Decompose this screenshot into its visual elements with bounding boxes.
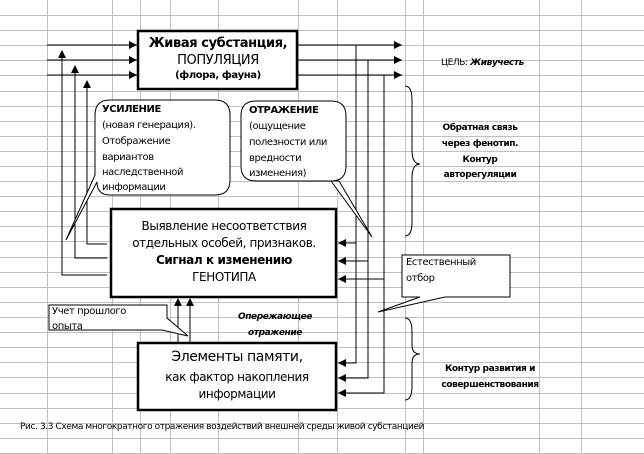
- selection-callout: [377, 254, 511, 313]
- amplification-line: Отображение: [102, 136, 171, 147]
- arrowhead-icon: [394, 41, 402, 49]
- arrowhead-icon: [174, 298, 182, 306]
- grid-row-line: [0, 317, 644, 318]
- grid-row-line: [0, 196, 644, 197]
- amplification-line: информации: [102, 182, 166, 193]
- development-label-line: Контур развития и: [444, 364, 536, 374]
- grid-col-line: [581, 0, 582, 454]
- arrowhead-icon: [338, 239, 346, 247]
- arrowhead-icon: [83, 80, 91, 88]
- arrowhead-icon: [338, 389, 346, 397]
- selection-line: Естественный: [406, 257, 476, 268]
- grid-col-line: [337, 0, 338, 454]
- grid-col-line: [539, 0, 540, 454]
- amplification-line: (новая генерация).: [102, 120, 196, 131]
- amplification-callout: [65, 99, 231, 241]
- grid-row-line: [0, 423, 644, 424]
- reflection-line: полезности или: [249, 137, 327, 148]
- feedback-line: [86, 82, 107, 245]
- arrowhead-icon: [129, 41, 137, 49]
- reflection-line: вредности: [249, 153, 302, 164]
- anticipatory-label-line: отражение: [247, 328, 302, 338]
- top-box: [136, 29, 299, 91]
- arrowhead-icon: [71, 65, 79, 73]
- arrowhead-icon: [338, 359, 346, 367]
- right-vertical-line: [338, 75, 385, 394]
- arrowhead-icon: [129, 56, 137, 64]
- arrowhead-icon: [338, 374, 346, 382]
- reflection-callout: [240, 100, 373, 238]
- grid-row-line: [0, 30, 644, 31]
- arrowhead-icon: [394, 71, 402, 79]
- grid-row-line: [0, 438, 644, 439]
- arrowhead-icon: [394, 56, 402, 64]
- grid-col-line: [423, 0, 424, 454]
- feedback-line: [61, 52, 107, 276]
- development-label-line: совершенствования: [441, 380, 539, 390]
- goal-label: ЦЕЛЬ: Живучесть: [441, 58, 524, 68]
- bottom-box: [136, 341, 338, 412]
- top-box-line3: (флора, фауна): [175, 70, 261, 81]
- experience-line: Учет прошлого: [52, 306, 126, 317]
- middle-box-line1: Выявление несоответствия: [141, 219, 307, 233]
- amplification-line: вариантов: [102, 152, 154, 163]
- feedback-line: [74, 67, 107, 259]
- feedback-label-line: через фенотип.: [441, 139, 519, 149]
- top-box-line2: ПОПУЛЯЦИЯ: [177, 53, 259, 68]
- reflection-line: изменения): [249, 168, 307, 179]
- goal-prefix: ЦЕЛЬ:: [441, 58, 468, 68]
- bottom-box-line3: информации: [198, 387, 276, 401]
- arrowhead-icon: [58, 50, 66, 58]
- anticipatory-label-line: Опережающее: [237, 312, 313, 322]
- feedback-label-line: авторегуляции: [443, 170, 517, 180]
- grid-col-line: [405, 0, 406, 454]
- feedback-label-line: Обратная связь: [442, 123, 518, 133]
- grid-row-line: [0, 332, 644, 333]
- amplification-title: УСИЛЕНИЕ: [102, 104, 161, 115]
- grid-col-line: [47, 0, 48, 454]
- bottom-box-line1: Элементы памяти,: [171, 349, 303, 365]
- grid-row-line: [0, 302, 644, 303]
- feedback-brace: [404, 85, 421, 237]
- right-vertical-line: [338, 45, 357, 364]
- middle-box-line3: Сигнал к изменению: [155, 253, 293, 267]
- grid-row-line: [0, 15, 644, 16]
- figure-caption: Рис. 3.3 Схема многократного отражения в…: [20, 422, 425, 432]
- middle-box-line4: ГЕНОТИПА: [192, 270, 256, 284]
- arrowhead-icon: [338, 275, 346, 283]
- grid-row-line: [0, 91, 644, 92]
- arrowhead-icon: [129, 71, 137, 79]
- development-brace: [404, 317, 421, 401]
- bottom-box-line2: как фактор накопления: [165, 370, 309, 384]
- experience-line: опыта: [52, 321, 83, 332]
- arrowhead-icon: [186, 298, 194, 306]
- experience-callout: [48, 304, 189, 337]
- selection-line: отбор: [406, 273, 435, 284]
- middle-box-line2: отдельных особей, признаков.: [132, 236, 316, 250]
- reflection-line: (ощущение: [249, 121, 306, 132]
- right-vertical-line: [338, 60, 369, 379]
- top-box-line1: Живая субстанция,: [148, 36, 288, 51]
- arrowhead-icon: [338, 257, 346, 265]
- middle-box: [109, 207, 338, 299]
- amplification-line: наследственной: [102, 167, 184, 178]
- feedback-label-line: Контур: [462, 155, 498, 165]
- reflection-title: ОТРАЖЕНИЕ: [249, 105, 319, 116]
- goal-value: Живучесть: [470, 58, 524, 68]
